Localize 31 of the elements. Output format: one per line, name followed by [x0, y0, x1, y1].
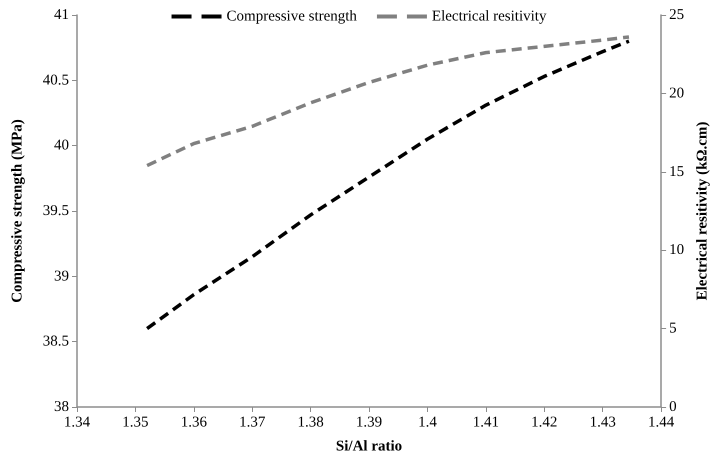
y2-tick-label: 10: [669, 242, 684, 258]
y-axis-title: Compressive strength (MPa): [10, 119, 26, 303]
y-tick-label: 38: [54, 399, 69, 415]
legend-label: Compressive strength: [226, 8, 358, 24]
x-tick-label: 1.36: [180, 414, 208, 430]
y-tick-label: 39: [54, 268, 69, 284]
y-tick-label: 41: [54, 7, 69, 23]
y-tick-label: 40.5: [42, 72, 69, 88]
x-tick-label: 1.35: [122, 414, 149, 430]
y2-tick-label: 15: [669, 164, 684, 180]
legend-label: Electrical resitivity: [432, 8, 547, 24]
x-tick-label: 1.37: [239, 414, 266, 430]
x-tick-label: 1.4: [418, 414, 438, 430]
y-tick-label: 39.5: [42, 203, 69, 219]
y-tick-label: 38.5: [42, 334, 69, 350]
line-series: [145, 39, 631, 330]
line-series: [145, 35, 631, 168]
y2-tick-label: 25: [669, 7, 684, 23]
x-tick-label: 1.38: [298, 414, 324, 430]
x-axis-title: Si/Al ratio: [336, 438, 402, 454]
y-tick-label: 40: [54, 138, 69, 154]
y2-tick-label: 0: [669, 399, 677, 415]
y2-axis-title: Electrical resitivity (kΩ.cm): [694, 122, 710, 300]
y2-tick-label: 5: [669, 320, 677, 337]
x-tick-label: 1.43: [590, 414, 616, 430]
x-tick-label: 1.39: [356, 414, 382, 430]
y2-tick-label: 20: [669, 85, 684, 102]
x-tick-label: 1.44: [648, 414, 675, 430]
x-tick-label: 1.34: [64, 414, 91, 430]
x-tick-label: 1.41: [472, 414, 499, 430]
x-tick-label: 1.42: [531, 414, 558, 430]
